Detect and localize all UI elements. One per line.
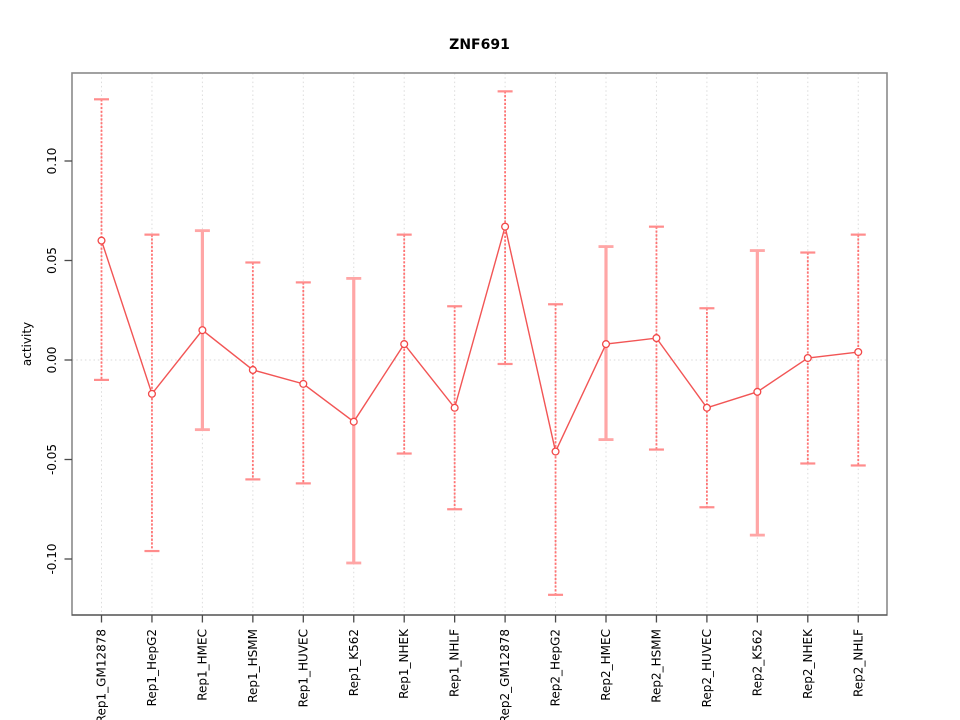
y-tick-label: 0.10 xyxy=(45,148,59,175)
data-point xyxy=(753,387,762,396)
y-tick-label: 0.05 xyxy=(45,247,59,274)
x-tick-label: Rep1_K562 xyxy=(347,629,361,696)
x-tick-label: Rep2_NHEK xyxy=(801,628,815,699)
data-point xyxy=(349,417,358,426)
series-line xyxy=(100,226,859,454)
x-tick-label: Rep1_HUVEC xyxy=(296,629,310,707)
x-tick-label: Rep2_NHLF xyxy=(851,629,865,697)
data-point xyxy=(450,403,459,412)
x-tick-label: Rep2_HMEC xyxy=(599,629,613,701)
plot-box xyxy=(71,72,888,616)
data-point xyxy=(551,447,560,456)
data-point xyxy=(400,340,409,349)
data-point xyxy=(147,389,157,398)
data-point xyxy=(299,379,308,388)
chart-title: ZNF691 xyxy=(449,37,510,53)
error-bars-layer xyxy=(94,90,866,596)
data-point xyxy=(803,353,812,363)
data-point xyxy=(652,334,661,343)
x-tick-label: Rep2_HepG2 xyxy=(549,629,563,706)
data-point xyxy=(601,340,611,349)
x-tick-label: Rep1_HepG2 xyxy=(145,629,159,706)
y-tick-label: -0.05 xyxy=(45,444,59,475)
data-points-layer xyxy=(97,222,863,456)
x-tick-label: Rep2_K562 xyxy=(750,629,764,696)
data-point xyxy=(854,347,863,357)
data-point xyxy=(501,222,510,231)
x-tick-label: Rep2_HSMM xyxy=(649,629,663,703)
x-tick-label: Rep2_HUVEC xyxy=(700,629,714,707)
axis-labels-layer: -0.10 -0.05 0.00 0.05 0.10 Rep1_GM12878 Rep1_H… xyxy=(45,148,865,720)
x-tick-label: Rep1_NHEK xyxy=(397,628,411,699)
data-point xyxy=(198,326,207,335)
data-point xyxy=(97,236,106,245)
grid-layer xyxy=(72,73,887,615)
y-tick-label: 0.00 xyxy=(45,347,59,374)
data-point xyxy=(248,365,257,375)
axes-layer xyxy=(64,72,888,623)
x-tick-label: Rep2_GM12878 xyxy=(498,629,512,720)
y-tick-label: -0.10 xyxy=(45,543,59,574)
x-tick-label: Rep1_GM12878 xyxy=(95,629,109,720)
x-tick-label: Rep1_HSMM xyxy=(246,629,260,703)
series-line-layer xyxy=(100,226,859,454)
data-point xyxy=(702,403,711,412)
y-axis-label: activity xyxy=(20,322,34,366)
x-tick-label: Rep1_NHLF xyxy=(448,629,462,697)
x-tick-label: Rep1_HMEC xyxy=(195,629,209,701)
